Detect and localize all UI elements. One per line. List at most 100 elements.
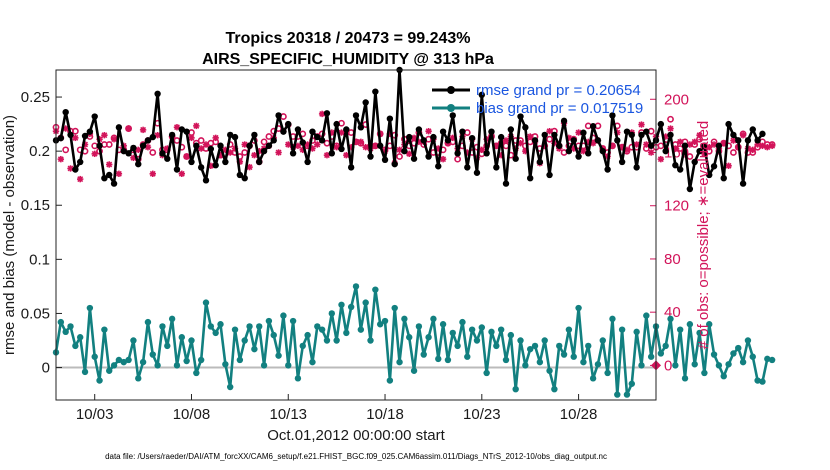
- obs-evaluated-point: [57, 155, 65, 163]
- obs-evaluated-stroke: [503, 137, 509, 144]
- rmse-point: [672, 162, 679, 169]
- obs-evaluated-point: [178, 170, 186, 177]
- rmse-point: [173, 166, 181, 173]
- x-tick-label: 10/18: [366, 406, 404, 423]
- rmse-point: [318, 137, 326, 144]
- obs-evaluated-stroke: [294, 142, 301, 149]
- rmse-point: [154, 90, 161, 98]
- bias-point: [468, 326, 476, 333]
- rmse-point: [444, 137, 452, 144]
- rmse-point: [420, 137, 427, 144]
- obs-evaluated-stroke: [72, 134, 79, 141]
- obs-evaluated-stroke: [91, 150, 98, 157]
- rmse-point: [130, 144, 137, 152]
- obs-evaluated-point: [696, 132, 703, 139]
- rmse-point: [76, 158, 84, 166]
- rmse-point: [715, 142, 723, 149]
- bias-point: [594, 361, 602, 368]
- x-tick-label: 10/13: [269, 406, 307, 423]
- bias-point: [696, 329, 703, 337]
- obs-evaluated-stroke: [67, 165, 74, 172]
- obs-evaluated-stroke: [183, 153, 190, 160]
- obs-evaluated-point: [575, 129, 582, 136]
- obs-evaluated-point: [193, 122, 200, 130]
- rmse-point: [178, 126, 186, 133]
- obs-evaluated-stroke: [178, 170, 185, 177]
- bias-point: [657, 350, 665, 357]
- rmse-point: [256, 158, 263, 166]
- bias-point: [183, 357, 190, 365]
- obs-evaluated-stroke: [304, 141, 311, 148]
- obs-evaluated-stroke: [319, 110, 326, 117]
- bias-point: [517, 337, 524, 344]
- bias-point: [633, 328, 640, 336]
- bias-point: [420, 351, 427, 358]
- bias-point: [76, 334, 84, 341]
- bias-point: [328, 310, 336, 317]
- bias-point: [270, 331, 277, 339]
- obs-evaluated-stroke: [725, 162, 732, 169]
- rmse-point: [135, 160, 142, 168]
- obs-evaluated-stroke: [111, 136, 118, 143]
- bias-point: [125, 356, 132, 364]
- bias-point: [241, 337, 248, 344]
- rmse-point: [222, 158, 229, 166]
- obs-evaluated-stroke: [643, 141, 650, 148]
- obs-evaluated-stroke: [696, 132, 703, 139]
- obs-evaluated-stroke: [285, 141, 292, 148]
- rmse-point: [439, 128, 447, 135]
- obs-evaluated-stroke: [193, 122, 200, 129]
- bias-point: [343, 329, 350, 337]
- rmse-point: [149, 133, 156, 141]
- bias-point: [768, 356, 776, 364]
- obs-evaluated-stroke: [749, 146, 756, 153]
- bias-point: [643, 312, 650, 319]
- obs-evaluated-stroke: [203, 141, 209, 148]
- rmse-point: [338, 145, 345, 153]
- y-left-tick-label: 0.15: [21, 197, 50, 214]
- rmse-point: [556, 142, 563, 149]
- bias-point: [106, 367, 113, 374]
- bias-point: [391, 304, 398, 312]
- y-right-tick-label: 120: [664, 198, 689, 215]
- rmse-point: [110, 180, 118, 187]
- rmse-point: [309, 128, 316, 135]
- rmse-point: [749, 126, 756, 133]
- rmse-point: [594, 137, 602, 144]
- rmse-point: [585, 150, 592, 157]
- obs-possible-point: [105, 141, 113, 148]
- y-left-tick-label: 0: [42, 360, 50, 377]
- obs-evaluated-stroke: [648, 149, 655, 156]
- bias-point: [754, 377, 761, 384]
- bias-point: [115, 356, 123, 364]
- rmse-point: [526, 174, 534, 182]
- bias-point: [91, 353, 98, 360]
- obs-possible-point: [730, 149, 737, 156]
- rmse-point: [81, 132, 89, 140]
- obs-evaluated-stroke: [546, 128, 553, 135]
- bias-point: [386, 377, 394, 384]
- rmse-point: [686, 185, 694, 193]
- obs-evaluated-stroke: [769, 142, 776, 149]
- obs-evaluated-stroke: [101, 132, 108, 139]
- bias-point: [202, 299, 210, 306]
- obs-possible-point: [260, 138, 268, 146]
- rmse-point: [372, 88, 379, 95]
- bias-point: [299, 342, 306, 350]
- rmse-point: [435, 163, 442, 170]
- bias-point: [706, 321, 713, 328]
- bias-point: [759, 378, 766, 385]
- rmse-point: [488, 128, 495, 135]
- y-left-tick-label: 0.1: [29, 251, 50, 268]
- bias-point: [347, 303, 355, 311]
- bias-point: [120, 358, 127, 366]
- obs-evaluated-stroke: [174, 124, 180, 131]
- rmse-point: [657, 120, 665, 128]
- obs-possible-point: [686, 153, 694, 160]
- bias-point: [454, 342, 461, 350]
- bias-point: [512, 385, 519, 393]
- obs-evaluated-stroke: [372, 142, 379, 149]
- rmse-point: [159, 150, 166, 157]
- obs-evaluated-point: [764, 143, 771, 151]
